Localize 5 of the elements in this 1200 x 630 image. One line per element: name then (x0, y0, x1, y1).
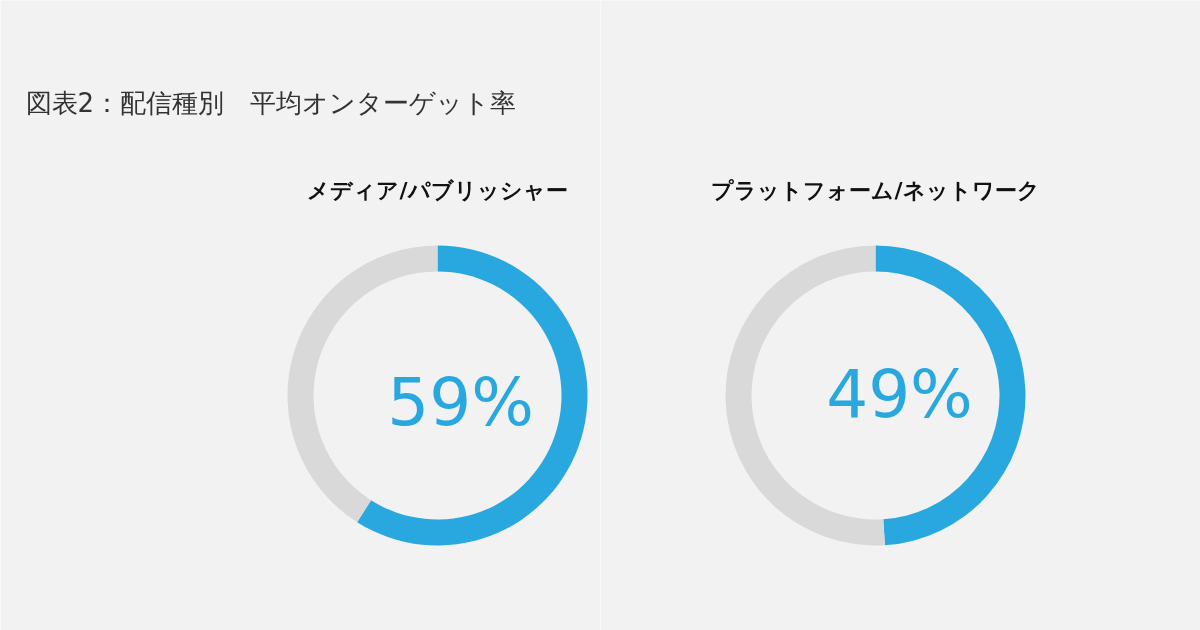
chart-title: 図表2：配信種別 平均オンターゲット率 (25, 87, 517, 118)
data-label: 49% (826, 356, 973, 434)
chart-subtitle: プラットフォーム/ネットワーク (711, 178, 1040, 203)
chart-subtitle: メディア/パブリッシャー (307, 178, 568, 203)
data-label: 59% (387, 363, 534, 441)
